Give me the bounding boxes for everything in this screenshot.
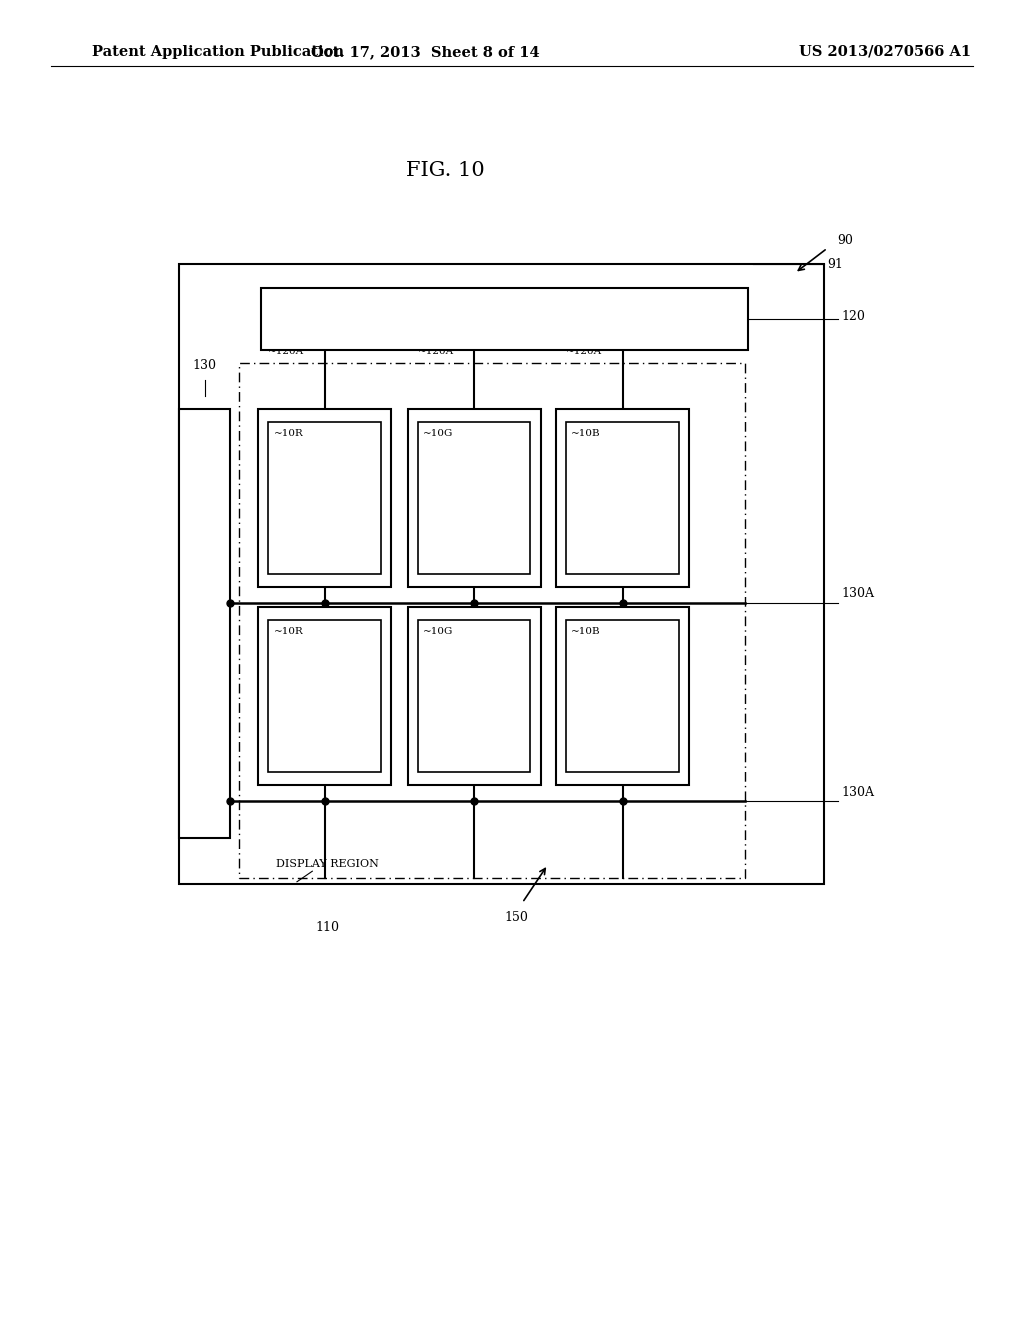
Bar [261, 288, 748, 350]
Bar [566, 620, 679, 772]
Text: Patent Application Publication: Patent Application Publication [92, 45, 344, 59]
Text: 91: 91 [827, 257, 844, 271]
Bar [179, 409, 230, 838]
Text: 150: 150 [504, 911, 528, 924]
Bar [408, 607, 541, 785]
Text: ~10B: ~10B [571, 429, 601, 438]
Text: Oct. 17, 2013  Sheet 8 of 14: Oct. 17, 2013 Sheet 8 of 14 [310, 45, 540, 59]
Text: ~10G: ~10G [423, 429, 454, 438]
Bar [418, 422, 530, 574]
Text: ~120A: ~120A [418, 347, 454, 356]
Bar [268, 422, 381, 574]
Bar [566, 422, 679, 574]
Bar [258, 607, 391, 785]
Text: 130A: 130A [842, 785, 874, 799]
Text: FIG. 10: FIG. 10 [407, 161, 484, 180]
Bar [556, 607, 689, 785]
Bar [179, 264, 824, 884]
Text: ~10B: ~10B [571, 627, 601, 636]
Text: US 2013/0270566 A1: US 2013/0270566 A1 [799, 45, 971, 59]
Text: SCANNING LINE DRIVE CIRCUIT: SCANNING LINE DRIVE CIRCUIT [201, 537, 209, 710]
Text: ~10G: ~10G [423, 627, 454, 636]
Text: 130: 130 [193, 359, 217, 372]
Text: 120: 120 [842, 310, 865, 323]
Bar [268, 620, 381, 772]
Text: ~120A: ~120A [268, 347, 304, 356]
Text: 110: 110 [315, 921, 340, 935]
Text: ~120A: ~120A [566, 347, 602, 356]
Text: 90: 90 [838, 234, 854, 247]
Text: DISPLAY REGION: DISPLAY REGION [276, 858, 379, 869]
Bar [408, 409, 541, 587]
Bar [418, 620, 530, 772]
Bar [239, 363, 745, 878]
Text: ~10R: ~10R [273, 429, 303, 438]
Bar [556, 409, 689, 587]
Bar [258, 409, 391, 587]
Text: 130A: 130A [842, 587, 874, 601]
Text: ~10R: ~10R [273, 627, 303, 636]
Text: SIGNAL LINE DRIVE CIRCUIT: SIGNAL LINE DRIVE CIRCUIT [406, 313, 603, 325]
